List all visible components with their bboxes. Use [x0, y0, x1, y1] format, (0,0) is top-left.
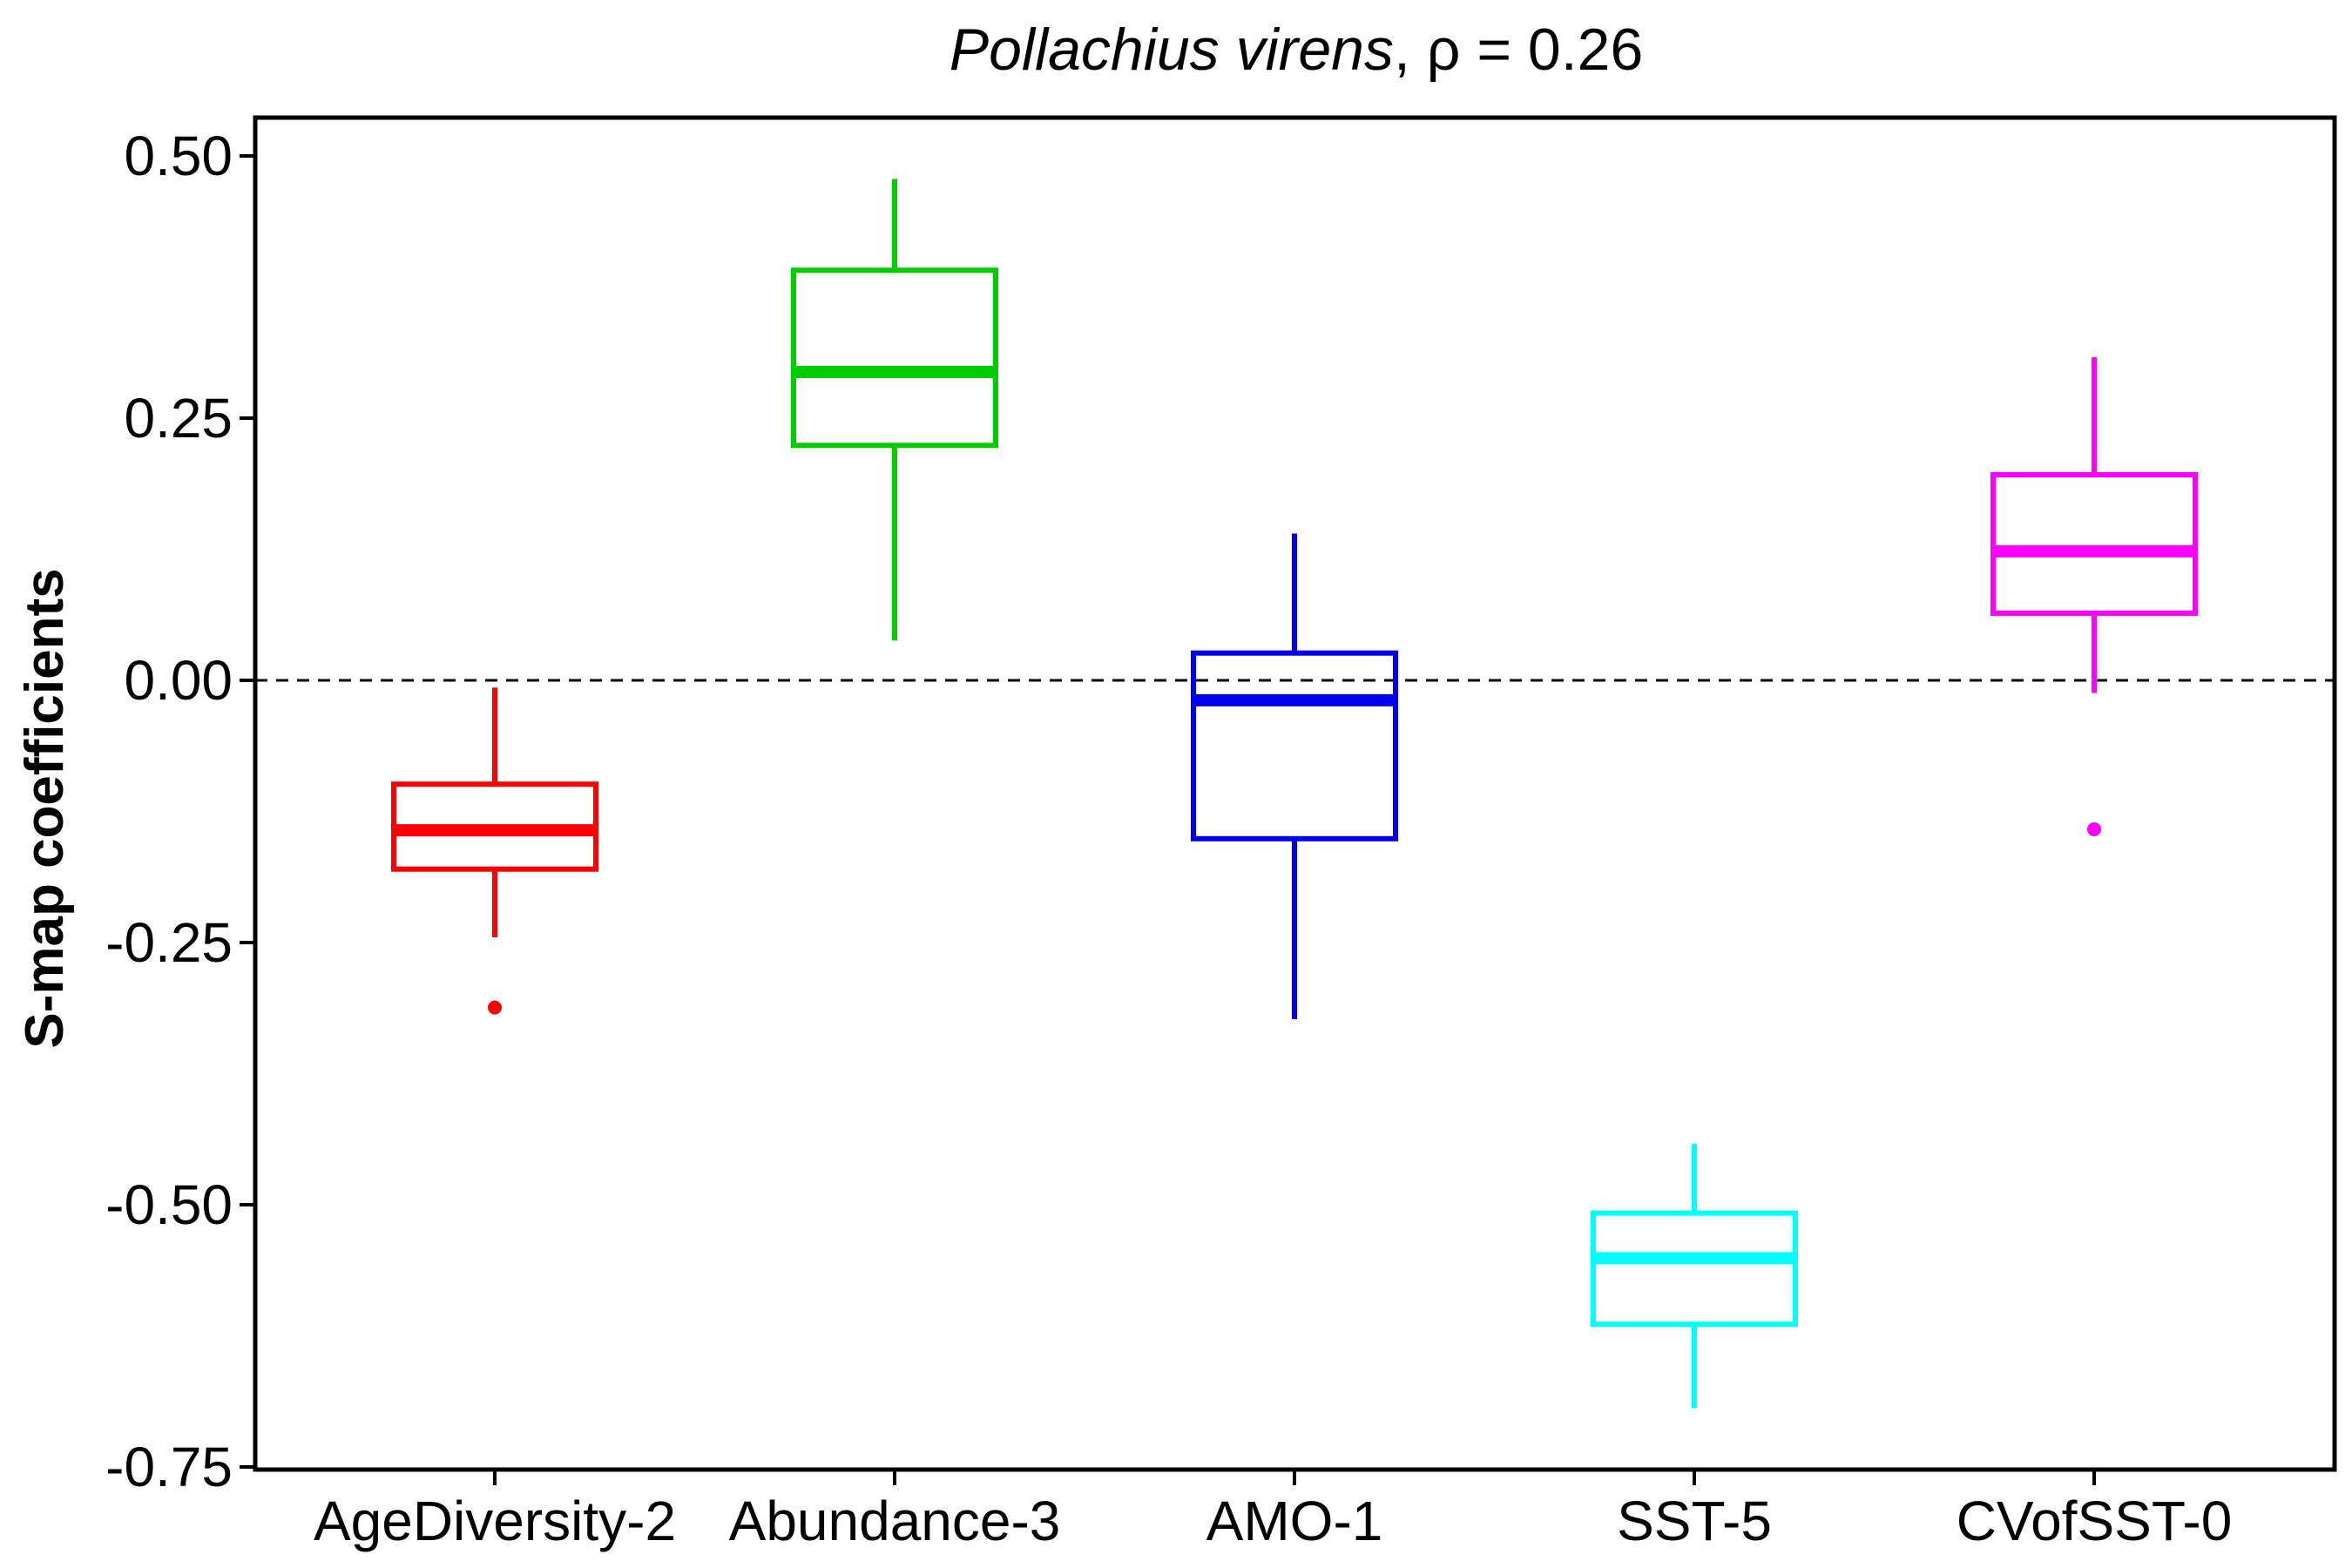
chart-title: Pollachius virens, ρ = 0.26: [950, 17, 1644, 83]
y-tick-label: 0.00: [124, 649, 233, 712]
x-tick-label: AMO-1: [1206, 1490, 1383, 1552]
outlier-point: [2087, 821, 2101, 836]
plot-area: 0.50 0.25 0.00 -0.25 -0.50 -0.75 AgeDiversity-…: [105, 125, 2335, 1552]
iqr-box: [1990, 472, 2198, 616]
y-tick-label: 0.50: [124, 125, 233, 187]
x-tick-label: SST-5: [1617, 1490, 1772, 1552]
y-tick-label: 0.25: [124, 387, 233, 449]
y-tick-label: -0.50: [105, 1173, 233, 1236]
y-axis-label: S-map coefficients: [15, 568, 75, 1048]
iqr-box: [1191, 650, 1398, 841]
x-tick-label: Abundance-3: [729, 1490, 1061, 1552]
x-tick-label: CVofSST-0: [1957, 1490, 2233, 1552]
iqr-box: [1591, 1210, 1798, 1328]
x-tick-label: AgeDiversity-2: [314, 1490, 676, 1552]
chart-title-species: Pollachius virens: [950, 17, 1394, 83]
plot-border: [253, 115, 2337, 1472]
y-tick-label: -0.75: [105, 1436, 233, 1498]
y-tick-label: -0.25: [105, 911, 233, 974]
chart-title-rho: , ρ = 0.26: [1394, 17, 1643, 83]
iqr-box: [791, 267, 998, 449]
outlier-point: [488, 1000, 502, 1015]
